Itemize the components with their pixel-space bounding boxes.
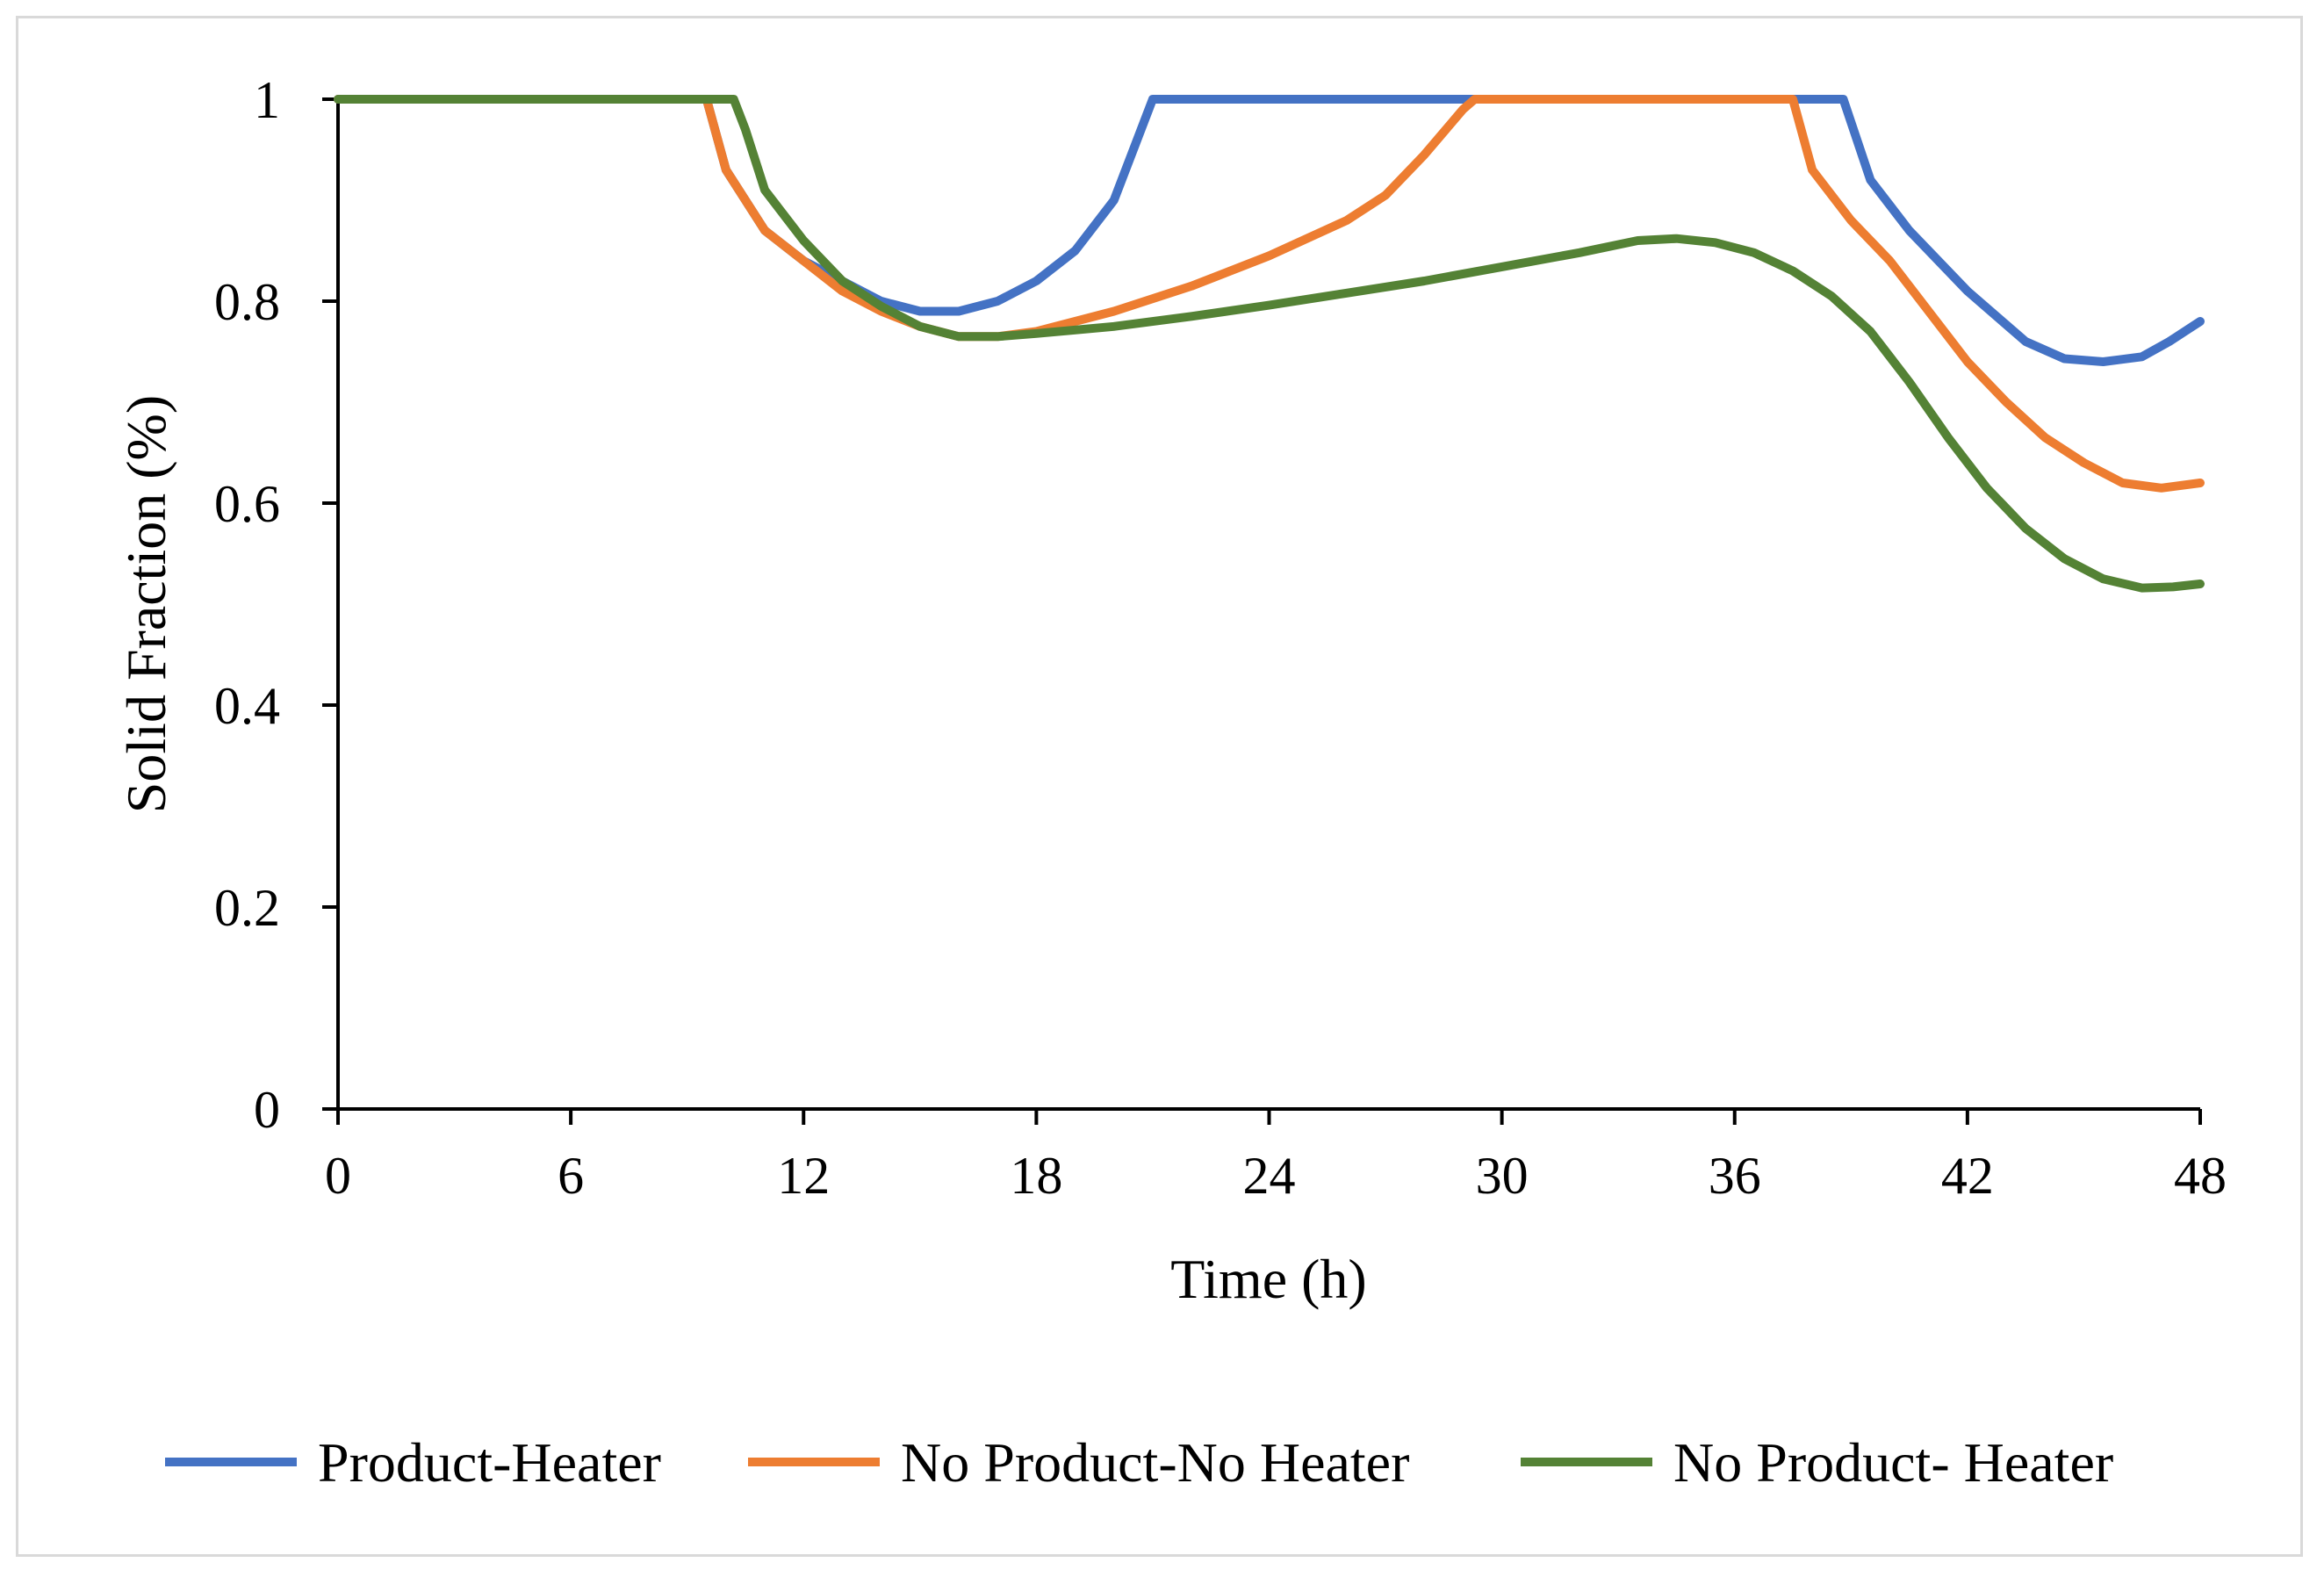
x-tick-label: 36 [1709,1147,1761,1205]
x-tick-label: 42 [1941,1147,1994,1205]
chart-frame [16,16,2303,1557]
x-axis-title: Time (h) [1170,1248,1366,1310]
x-ticks: 0 6 12 18 24 30 36 42 48 [325,1109,2227,1205]
series-line-no-product-no-heater [334,95,2205,493]
y-tick-label: 0 [254,1081,280,1139]
y-ticks: 0 0.2 0.4 0.6 0.8 1 [214,71,338,1139]
y-axis-title: Solid Fraction (%) [115,395,177,813]
series-line-no-product-heater [334,95,2205,593]
legend: Product-Heater No Product-No Heater No P… [165,1431,2113,1494]
legend-label-no-product-heater: No Product- Heater [1673,1431,2113,1494]
series-lines [334,95,2205,593]
legend-label-no-product-no-heater: No Product-No Heater [901,1431,1409,1494]
y-tick-label: 1 [254,71,280,129]
x-tick-label: 48 [2174,1147,2227,1205]
y-tick-label: 0.8 [214,273,280,331]
x-tick-label: 12 [777,1147,830,1205]
y-tick-label: 0.6 [214,475,280,533]
x-tick-label: 6 [558,1147,584,1205]
x-tick-label: 18 [1010,1147,1062,1205]
series-line-product-heater [334,95,2205,366]
x-tick-label: 30 [1476,1147,1529,1205]
axes [336,99,2200,1111]
y-tick-label: 0.4 [214,677,280,735]
y-tick-label: 0.2 [214,879,280,937]
x-tick-label: 0 [325,1147,351,1205]
legend-label-product-heater: Product-Heater [318,1431,661,1494]
x-tick-label: 24 [1243,1147,1296,1205]
